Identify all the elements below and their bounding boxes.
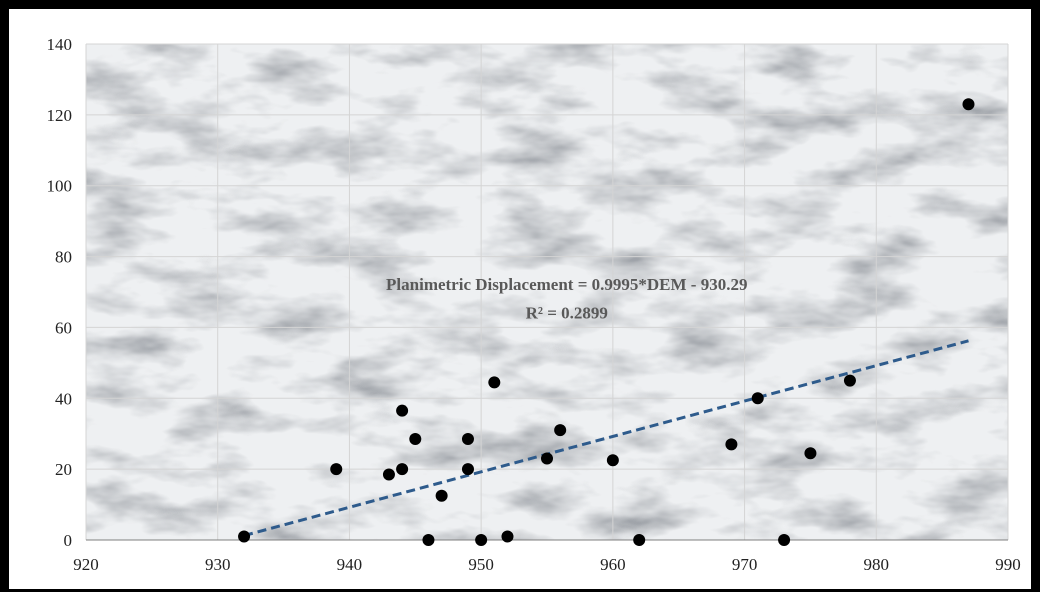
x-tick-label: 940	[337, 555, 363, 574]
x-axis-ticks: 920 930 940 950 960 970 980 990	[73, 555, 1021, 574]
data-point	[541, 452, 553, 465]
data-point	[238, 530, 251, 543]
data-point	[778, 534, 791, 546]
y-tick-label: 40	[55, 389, 72, 408]
y-tick-label: 120	[47, 106, 73, 125]
x-tick-label: 980	[864, 555, 890, 574]
y-tick-label: 140	[47, 35, 73, 54]
data-point	[396, 404, 409, 417]
data-point	[725, 438, 738, 451]
data-point	[633, 534, 646, 546]
data-point	[435, 489, 448, 502]
data-point	[382, 468, 395, 481]
data-point	[422, 534, 435, 546]
data-point	[804, 447, 817, 460]
y-tick-label: 20	[55, 460, 72, 479]
gridlines	[85, 43, 1009, 540]
x-tick-label: 970	[732, 555, 758, 574]
x-tick-label: 950	[468, 555, 494, 574]
x-tick-label: 990	[995, 555, 1021, 574]
x-tick-label: 920	[73, 555, 99, 574]
data-point	[501, 530, 514, 543]
data-point	[461, 463, 474, 476]
regression-equation: Planimetric Displacement = 0.9995*DEM - …	[386, 275, 747, 294]
x-tick-label: 930	[205, 555, 231, 574]
data-point	[843, 374, 856, 387]
r-squared-label: R² = 0.2899	[526, 304, 608, 323]
data-point	[461, 433, 474, 446]
data-point	[606, 454, 619, 467]
data-point	[396, 463, 409, 476]
y-axis-ticks: 0 20 40 60 80 100 120 140	[47, 35, 73, 550]
x-tick-label: 960	[600, 555, 626, 574]
data-point	[962, 98, 975, 111]
data-point	[330, 463, 343, 476]
data-point	[554, 424, 567, 437]
y-tick-label: 0	[64, 531, 73, 550]
data-points	[238, 98, 975, 546]
y-tick-label: 80	[55, 248, 72, 267]
data-point	[409, 433, 422, 446]
data-point	[488, 376, 501, 389]
y-tick-label: 60	[55, 318, 72, 337]
y-tick-label: 100	[47, 177, 73, 196]
data-point	[751, 392, 764, 405]
data-point	[475, 534, 488, 546]
